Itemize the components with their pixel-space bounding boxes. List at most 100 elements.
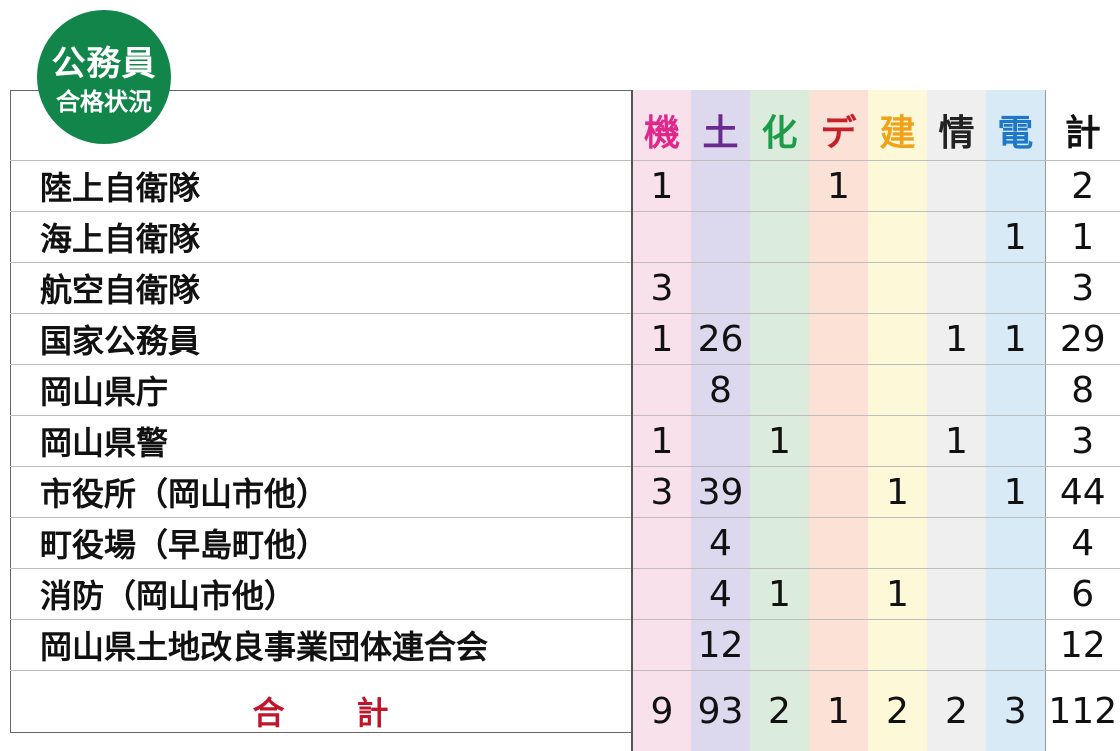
count-cell xyxy=(927,467,986,518)
row-label: 国家公務員 xyxy=(10,314,632,365)
count-cell: 4 xyxy=(691,569,750,620)
column-header: 化 xyxy=(750,90,809,161)
count-cell xyxy=(809,518,868,569)
count-cell xyxy=(750,314,809,365)
count-cell xyxy=(927,620,986,671)
total-cell: 2 xyxy=(750,671,809,751)
count-cell xyxy=(986,161,1045,212)
count-cell xyxy=(809,212,868,263)
count-cell xyxy=(986,518,1045,569)
count-cell: 2 xyxy=(1045,161,1120,212)
count-cell: 1 xyxy=(986,314,1045,365)
row-label: 町役場（早島町他） xyxy=(10,518,632,569)
count-cell xyxy=(750,467,809,518)
row-label: 岡山県庁 xyxy=(10,365,632,416)
total-label-b: 計 xyxy=(357,688,389,734)
count-cell xyxy=(632,365,691,416)
count-cell xyxy=(986,569,1045,620)
count-cell xyxy=(868,518,927,569)
count-cell xyxy=(927,518,986,569)
count-cell xyxy=(632,212,691,263)
total-cell: 112 xyxy=(1045,671,1120,751)
count-cell: 1 xyxy=(632,161,691,212)
count-cell: 29 xyxy=(1045,314,1120,365)
count-cell: 8 xyxy=(691,365,750,416)
count-cell xyxy=(868,161,927,212)
count-cell: 4 xyxy=(1045,518,1120,569)
count-cell xyxy=(632,569,691,620)
count-cell: 4 xyxy=(691,518,750,569)
count-cell xyxy=(927,212,986,263)
badge-subtitle: 合格状況 xyxy=(37,82,171,117)
count-cell: 12 xyxy=(1045,620,1120,671)
count-cell xyxy=(809,467,868,518)
column-header: 建 xyxy=(868,90,927,161)
count-cell xyxy=(750,212,809,263)
total-cell: 93 xyxy=(691,671,750,751)
count-cell xyxy=(632,620,691,671)
total-cell: 2 xyxy=(927,671,986,751)
column-header: 計 xyxy=(1045,90,1120,161)
count-cell xyxy=(691,263,750,314)
count-cell: 39 xyxy=(691,467,750,518)
count-cell xyxy=(750,518,809,569)
column-header: 機 xyxy=(632,90,691,161)
count-cell xyxy=(750,620,809,671)
column-header: デ xyxy=(809,90,868,161)
count-cell xyxy=(986,620,1045,671)
row-label: 海上自衛隊 xyxy=(10,212,632,263)
count-cell xyxy=(750,365,809,416)
header-row: 機土化デ建情電計 xyxy=(10,90,1120,161)
count-cell: 44 xyxy=(1045,467,1120,518)
count-cell xyxy=(986,365,1045,416)
count-cell xyxy=(927,263,986,314)
count-cell xyxy=(632,518,691,569)
count-cell: 1 xyxy=(868,569,927,620)
count-cell: 1 xyxy=(927,416,986,467)
count-cell: 3 xyxy=(1045,263,1120,314)
count-cell: 1 xyxy=(986,467,1045,518)
count-cell xyxy=(868,314,927,365)
count-cell xyxy=(809,569,868,620)
count-cell: 26 xyxy=(691,314,750,365)
count-cell xyxy=(809,416,868,467)
count-cell: 1 xyxy=(809,161,868,212)
count-cell xyxy=(986,416,1045,467)
count-cell: 1 xyxy=(632,314,691,365)
column-header: 土 xyxy=(691,90,750,161)
count-cell: 3 xyxy=(1045,416,1120,467)
column-header: 電 xyxy=(986,90,1045,161)
count-cell: 1 xyxy=(986,212,1045,263)
count-cell: 1 xyxy=(927,314,986,365)
count-cell xyxy=(868,212,927,263)
row-label: 航空自衛隊 xyxy=(10,263,632,314)
count-cell: 1 xyxy=(750,569,809,620)
row-label: 市役所（岡山市他） xyxy=(10,467,632,518)
count-cell xyxy=(691,416,750,467)
count-cell xyxy=(750,161,809,212)
count-cell: 3 xyxy=(632,467,691,518)
count-cell: 1 xyxy=(750,416,809,467)
count-cell xyxy=(927,569,986,620)
count-cell xyxy=(691,212,750,263)
count-cell xyxy=(809,263,868,314)
count-cell xyxy=(927,161,986,212)
count-cell: 1 xyxy=(868,467,927,518)
column-header: 情 xyxy=(927,90,986,161)
count-cell xyxy=(691,161,750,212)
count-cell xyxy=(809,314,868,365)
total-cell: 2 xyxy=(868,671,927,751)
count-cell xyxy=(868,416,927,467)
table-row: 町役場（早島町他） 4 4 xyxy=(10,518,1120,569)
count-cell: 6 xyxy=(1045,569,1120,620)
count-cell xyxy=(809,620,868,671)
